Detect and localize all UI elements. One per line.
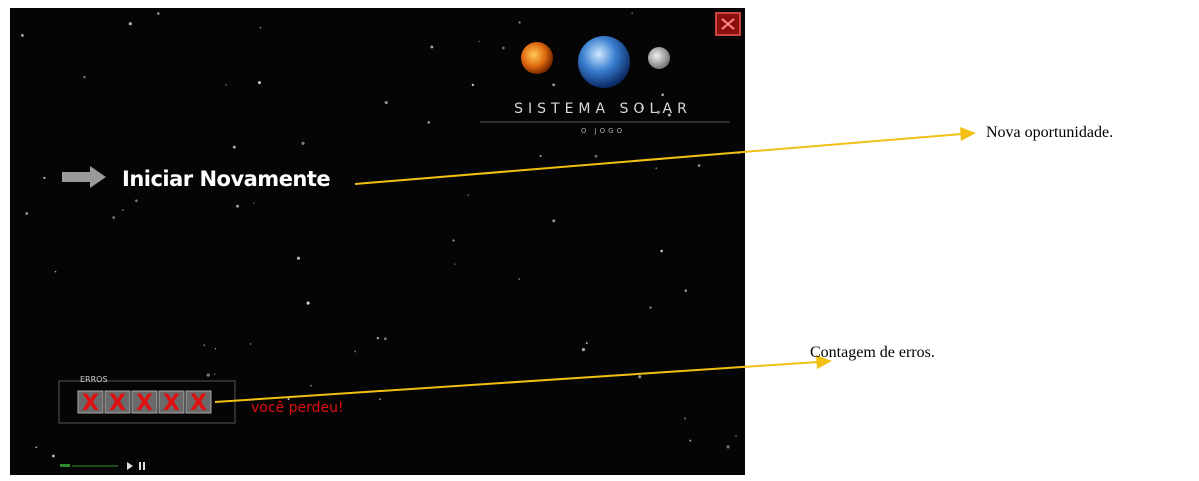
star (129, 22, 132, 25)
star (649, 307, 651, 309)
progress-bar (72, 465, 118, 467)
star (726, 445, 729, 448)
moon-icon (648, 47, 670, 69)
star (385, 101, 388, 104)
star (430, 46, 433, 49)
star (586, 342, 588, 344)
error-mark: X (163, 391, 180, 416)
restart-label[interactable]: Iniciar Novamente (122, 167, 330, 191)
earth-icon (578, 36, 630, 88)
star (258, 81, 261, 84)
star (236, 205, 239, 208)
screenshot: SISTEMA SOLAR O JOGO Iniciar Novamente E… (0, 0, 1199, 481)
star (214, 374, 215, 375)
volume-bar[interactable] (60, 464, 70, 467)
star (454, 263, 455, 264)
annotation-text: Nova oportunidade. (986, 124, 1113, 141)
page: SISTEMA SOLAR O JOGO Iniciar Novamente E… (0, 0, 1199, 481)
star (685, 290, 687, 292)
error-mark: X (190, 391, 207, 416)
star (307, 302, 310, 305)
error-mark: X (136, 391, 153, 416)
star (253, 202, 254, 203)
star (157, 12, 159, 14)
star (225, 84, 226, 85)
star (52, 455, 55, 458)
annotation-text: Contagem de erros. (810, 344, 935, 361)
star (472, 84, 474, 86)
star (377, 337, 379, 339)
star (479, 41, 480, 42)
star (135, 199, 138, 202)
star (539, 155, 541, 157)
star (684, 417, 686, 419)
star (21, 34, 24, 37)
star (662, 94, 664, 96)
star (25, 212, 28, 215)
error-mark: X (82, 391, 99, 416)
lose-message: você perdeu! (251, 400, 344, 416)
star (698, 164, 701, 167)
star (379, 398, 381, 400)
star (55, 271, 57, 273)
star (428, 121, 430, 123)
star (552, 84, 555, 87)
star (354, 350, 356, 352)
star (655, 167, 657, 169)
star (215, 348, 216, 349)
star (207, 373, 210, 376)
star (83, 76, 85, 78)
star (638, 375, 641, 378)
star (631, 12, 633, 14)
star (260, 27, 262, 29)
star (122, 209, 124, 211)
star (660, 250, 663, 253)
star (250, 343, 251, 344)
sun-icon (521, 42, 553, 74)
star (112, 216, 115, 219)
logo-subtitle: O JOGO (581, 127, 625, 135)
logo-title: SISTEMA SOLAR (514, 101, 692, 117)
star (301, 142, 304, 145)
star (310, 385, 312, 387)
star (582, 348, 585, 351)
star (204, 344, 205, 345)
errors-label: ERROS (80, 375, 108, 384)
star (468, 194, 470, 196)
star (735, 435, 736, 436)
star (595, 155, 598, 158)
star (552, 219, 555, 222)
star (689, 440, 691, 442)
star (518, 278, 520, 280)
star (35, 446, 37, 448)
star (297, 257, 300, 260)
star (233, 146, 236, 149)
star (452, 239, 454, 241)
star (384, 337, 387, 340)
star (519, 21, 521, 23)
star (502, 47, 505, 50)
arrow-head (960, 127, 976, 141)
error-mark: X (109, 391, 126, 416)
star (43, 177, 45, 179)
